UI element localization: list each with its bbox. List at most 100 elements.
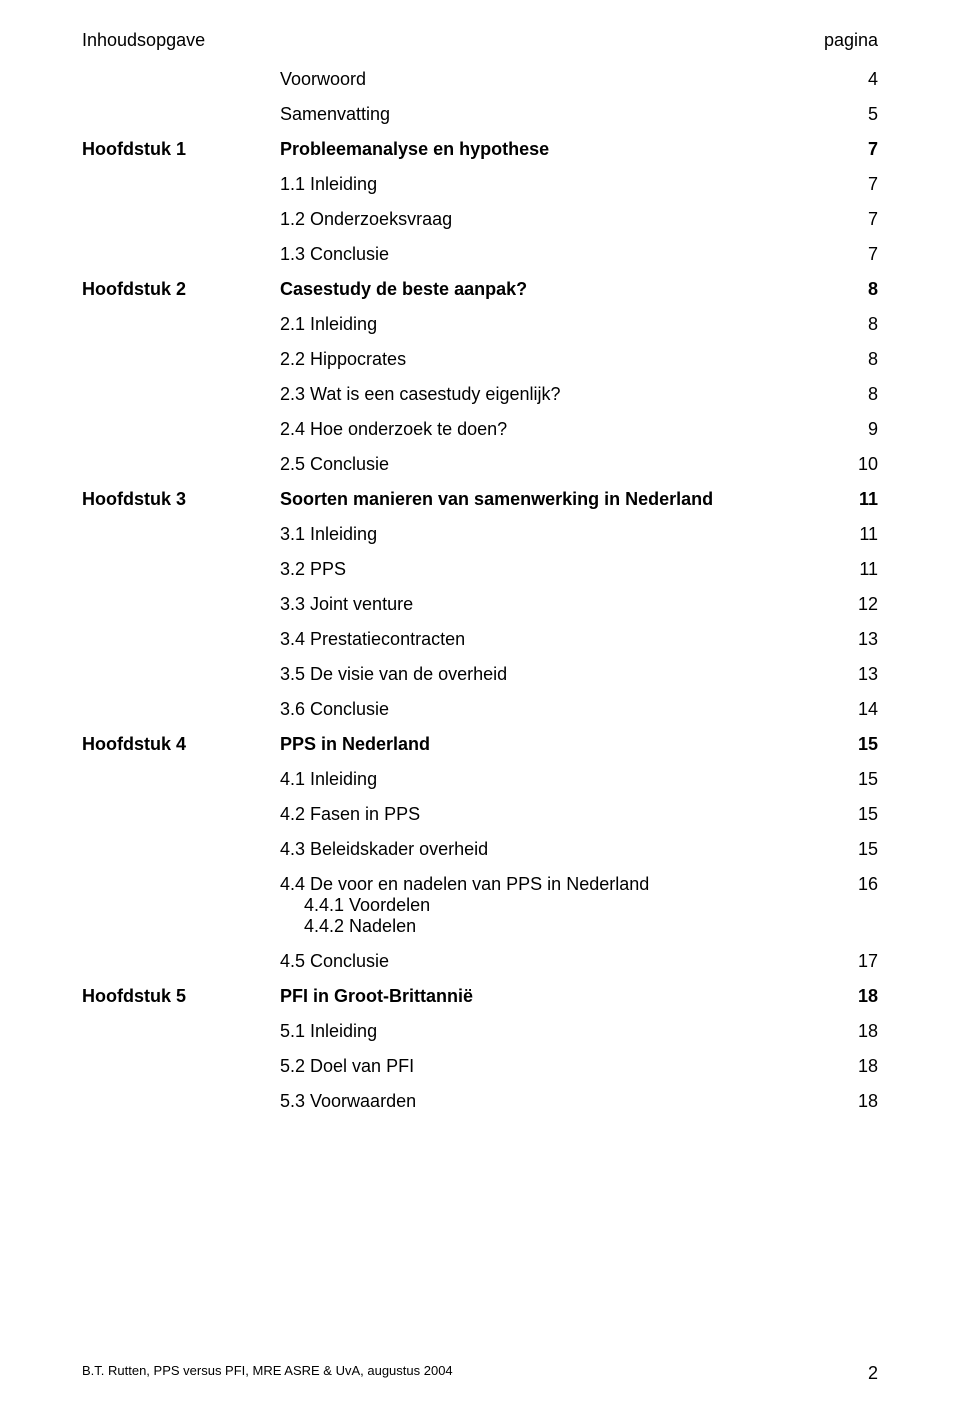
- toc-entry: 5.3 Voorwaarden18: [82, 1091, 878, 1112]
- toc-entry: 3.3 Joint venture12: [82, 594, 878, 615]
- toc-entry: 3.6 Conclusie14: [82, 699, 878, 720]
- toc-entry: 3.5 De visie van de overheid13: [82, 664, 878, 685]
- toc-entry-page: 13: [822, 629, 878, 650]
- toc-entry-page: 5: [822, 104, 878, 125]
- toc-entry-page: 4: [822, 69, 878, 90]
- toc-entry-title: 4.5 Conclusie: [280, 951, 822, 972]
- toc-entry-title: Voorwoord: [280, 69, 822, 90]
- toc-entry-page: 17: [822, 951, 878, 972]
- toc-chapter-label: Hoofdstuk 5: [82, 986, 280, 1007]
- toc-entry-title: 5.2 Doel van PFI: [280, 1056, 822, 1077]
- toc-entry-title: 1.1 Inleiding: [280, 174, 822, 195]
- toc-entry: 3.4 Prestatiecontracten13: [82, 629, 878, 650]
- toc-entry-title: 2.1 Inleiding: [280, 314, 822, 335]
- toc-entry-title: Casestudy de beste aanpak?: [280, 279, 822, 300]
- toc-entry: 2.3 Wat is een casestudy eigenlijk?8: [82, 384, 878, 405]
- toc-subentry: 4.4.1 Voordelen: [280, 895, 802, 916]
- toc-entry-page: 15: [822, 769, 878, 790]
- toc-entry-title: 1.2 Onderzoeksvraag: [280, 209, 822, 230]
- toc-entry: 2.5 Conclusie10: [82, 454, 878, 475]
- toc-entry-page: 8: [822, 279, 878, 300]
- toc-entry: 1.1 Inleiding7: [82, 174, 878, 195]
- toc-entry: 4.4 De voor en nadelen van PPS in Nederl…: [82, 874, 878, 937]
- toc-entry-title: 4.2 Fasen in PPS: [280, 804, 822, 825]
- toc-entry-page: 16: [822, 874, 878, 895]
- toc-entry-page: 8: [822, 384, 878, 405]
- toc-entry-page: 15: [822, 804, 878, 825]
- toc-body: Voorwoord4Samenvatting5Hoofdstuk 1Proble…: [82, 69, 878, 1112]
- toc-entry: 3.2 PPS11: [82, 559, 878, 580]
- toc-entry-title: 2.3 Wat is een casestudy eigenlijk?: [280, 384, 822, 405]
- toc-entry: 4.1 Inleiding15: [82, 769, 878, 790]
- toc-entry-page: 7: [822, 209, 878, 230]
- toc-entry-page: 12: [822, 594, 878, 615]
- toc-entry: 1.3 Conclusie7: [82, 244, 878, 265]
- toc-entry-title: 3.5 De visie van de overheid: [280, 664, 822, 685]
- toc-entry-page: 7: [822, 139, 878, 160]
- toc-entry-title: 3.4 Prestatiecontracten: [280, 629, 822, 650]
- toc-entry-page: 11: [822, 524, 878, 545]
- toc-entry-title: PPS in Nederland: [280, 734, 822, 755]
- toc-entry-title: 4.3 Beleidskader overheid: [280, 839, 822, 860]
- toc-entry-page: 15: [822, 839, 878, 860]
- toc-chapter-label: Hoofdstuk 3: [82, 489, 280, 510]
- toc-entry: 5.1 Inleiding18: [82, 1021, 878, 1042]
- toc-entry-title: 5.3 Voorwaarden: [280, 1091, 822, 1112]
- footer-page-number: 2: [868, 1363, 878, 1384]
- toc-entry-title: 3.6 Conclusie: [280, 699, 822, 720]
- toc-chapter-label: Hoofdstuk 2: [82, 279, 280, 300]
- toc-page-header: pagina: [824, 30, 878, 51]
- toc-entry-title: Samenvatting: [280, 104, 822, 125]
- toc-entry-page: 7: [822, 244, 878, 265]
- toc-entry-title: 2.2 Hippocrates: [280, 349, 822, 370]
- toc-entry-title: Probleemanalyse en hypothese: [280, 139, 822, 160]
- toc-entry-page: 8: [822, 349, 878, 370]
- toc-entry-page: 10: [822, 454, 878, 475]
- footer-text: B.T. Rutten, PPS versus PFI, MRE ASRE & …: [82, 1363, 453, 1384]
- toc-entry-title: 4.1 Inleiding: [280, 769, 822, 790]
- toc-entry-title: 3.2 PPS: [280, 559, 822, 580]
- toc-header: Inhoudsopgave pagina: [82, 30, 878, 51]
- toc-entry-page: 9: [822, 419, 878, 440]
- toc-entry-page: 11: [822, 559, 878, 580]
- toc-entry: 4.3 Beleidskader overheid15: [82, 839, 878, 860]
- toc-entry-title: 3.1 Inleiding: [280, 524, 822, 545]
- toc-entry: 3.1 Inleiding11: [82, 524, 878, 545]
- toc-subentry: 4.4.2 Nadelen: [280, 916, 802, 937]
- toc-entry-page: 18: [822, 1091, 878, 1112]
- toc-entry-page: 15: [822, 734, 878, 755]
- toc-entry-page: 18: [822, 1021, 878, 1042]
- toc-entry-title: 4.4 De voor en nadelen van PPS in Nederl…: [280, 874, 822, 937]
- toc-entry: Hoofdstuk 5PFI in Groot-Brittannië18: [82, 986, 878, 1007]
- toc-entry: 5.2 Doel van PFI18: [82, 1056, 878, 1077]
- toc-title: Inhoudsopgave: [82, 30, 205, 51]
- toc-entry-title: PFI in Groot-Brittannië: [280, 986, 822, 1007]
- toc-entry-page: 13: [822, 664, 878, 685]
- toc-entry-page: 18: [822, 1056, 878, 1077]
- toc-entry: 2.2 Hippocrates8: [82, 349, 878, 370]
- toc-entry: Hoofdstuk 3Soorten manieren van samenwer…: [82, 489, 878, 510]
- page-container: Inhoudsopgave pagina Voorwoord4Samenvatt…: [0, 0, 960, 1424]
- toc-entry: Hoofdstuk 1Probleemanalyse en hypothese7: [82, 139, 878, 160]
- toc-entry-page: 14: [822, 699, 878, 720]
- toc-entry-page: 11: [822, 489, 878, 510]
- toc-entry: 4.5 Conclusie17: [82, 951, 878, 972]
- toc-entry-page: 18: [822, 986, 878, 1007]
- toc-entry-page: 7: [822, 174, 878, 195]
- toc-entry: Hoofdstuk 4PPS in Nederland15: [82, 734, 878, 755]
- toc-entry: 2.1 Inleiding8: [82, 314, 878, 335]
- toc-entry: 2.4 Hoe onderzoek te doen?9: [82, 419, 878, 440]
- toc-entry-title: Soorten manieren van samenwerking in Ned…: [280, 489, 822, 510]
- toc-entry-title: 2.4 Hoe onderzoek te doen?: [280, 419, 822, 440]
- toc-chapter-label: Hoofdstuk 1: [82, 139, 280, 160]
- toc-entry: Voorwoord4: [82, 69, 878, 90]
- toc-entry: 4.2 Fasen in PPS15: [82, 804, 878, 825]
- toc-chapter-label: Hoofdstuk 4: [82, 734, 280, 755]
- toc-entry-page: 8: [822, 314, 878, 335]
- toc-entry-title: 5.1 Inleiding: [280, 1021, 822, 1042]
- toc-entry: 1.2 Onderzoeksvraag7: [82, 209, 878, 230]
- toc-entry-title: 2.5 Conclusie: [280, 454, 822, 475]
- page-footer: B.T. Rutten, PPS versus PFI, MRE ASRE & …: [82, 1363, 878, 1384]
- toc-entry: Samenvatting5: [82, 104, 878, 125]
- toc-entry: Hoofdstuk 2Casestudy de beste aanpak?8: [82, 279, 878, 300]
